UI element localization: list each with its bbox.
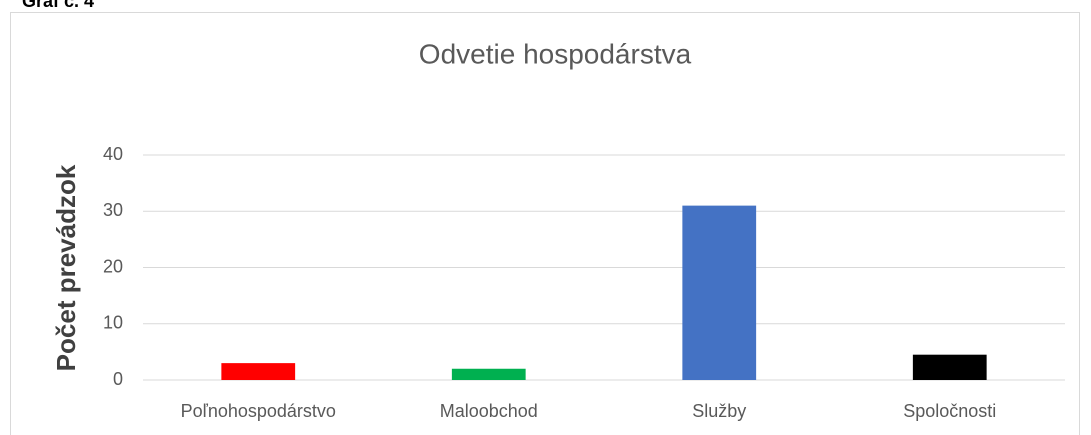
bar [682, 205, 757, 380]
y-tick-label: 10 [103, 313, 123, 333]
y-tick-label: 30 [103, 200, 123, 220]
y-tick-label: 0 [113, 369, 123, 389]
x-tick-label: Poľnohospodárstvo [181, 401, 336, 421]
chart-frame [10, 12, 1080, 435]
y-tick-label: 40 [103, 144, 123, 164]
bar [912, 354, 987, 380]
bar [221, 363, 296, 380]
chart-title: Odvetie hospodárstva [419, 38, 692, 69]
y-axis-label: Počet prevádzok [51, 164, 81, 371]
x-tick-label: Služby [692, 401, 746, 421]
y-tick-label: 20 [103, 256, 123, 276]
x-tick-label: Maloobchod [440, 401, 538, 421]
x-tick-label: Spoločnosti [903, 401, 996, 421]
caption: Graf č. 4 [22, 0, 94, 11]
bar [451, 368, 526, 380]
